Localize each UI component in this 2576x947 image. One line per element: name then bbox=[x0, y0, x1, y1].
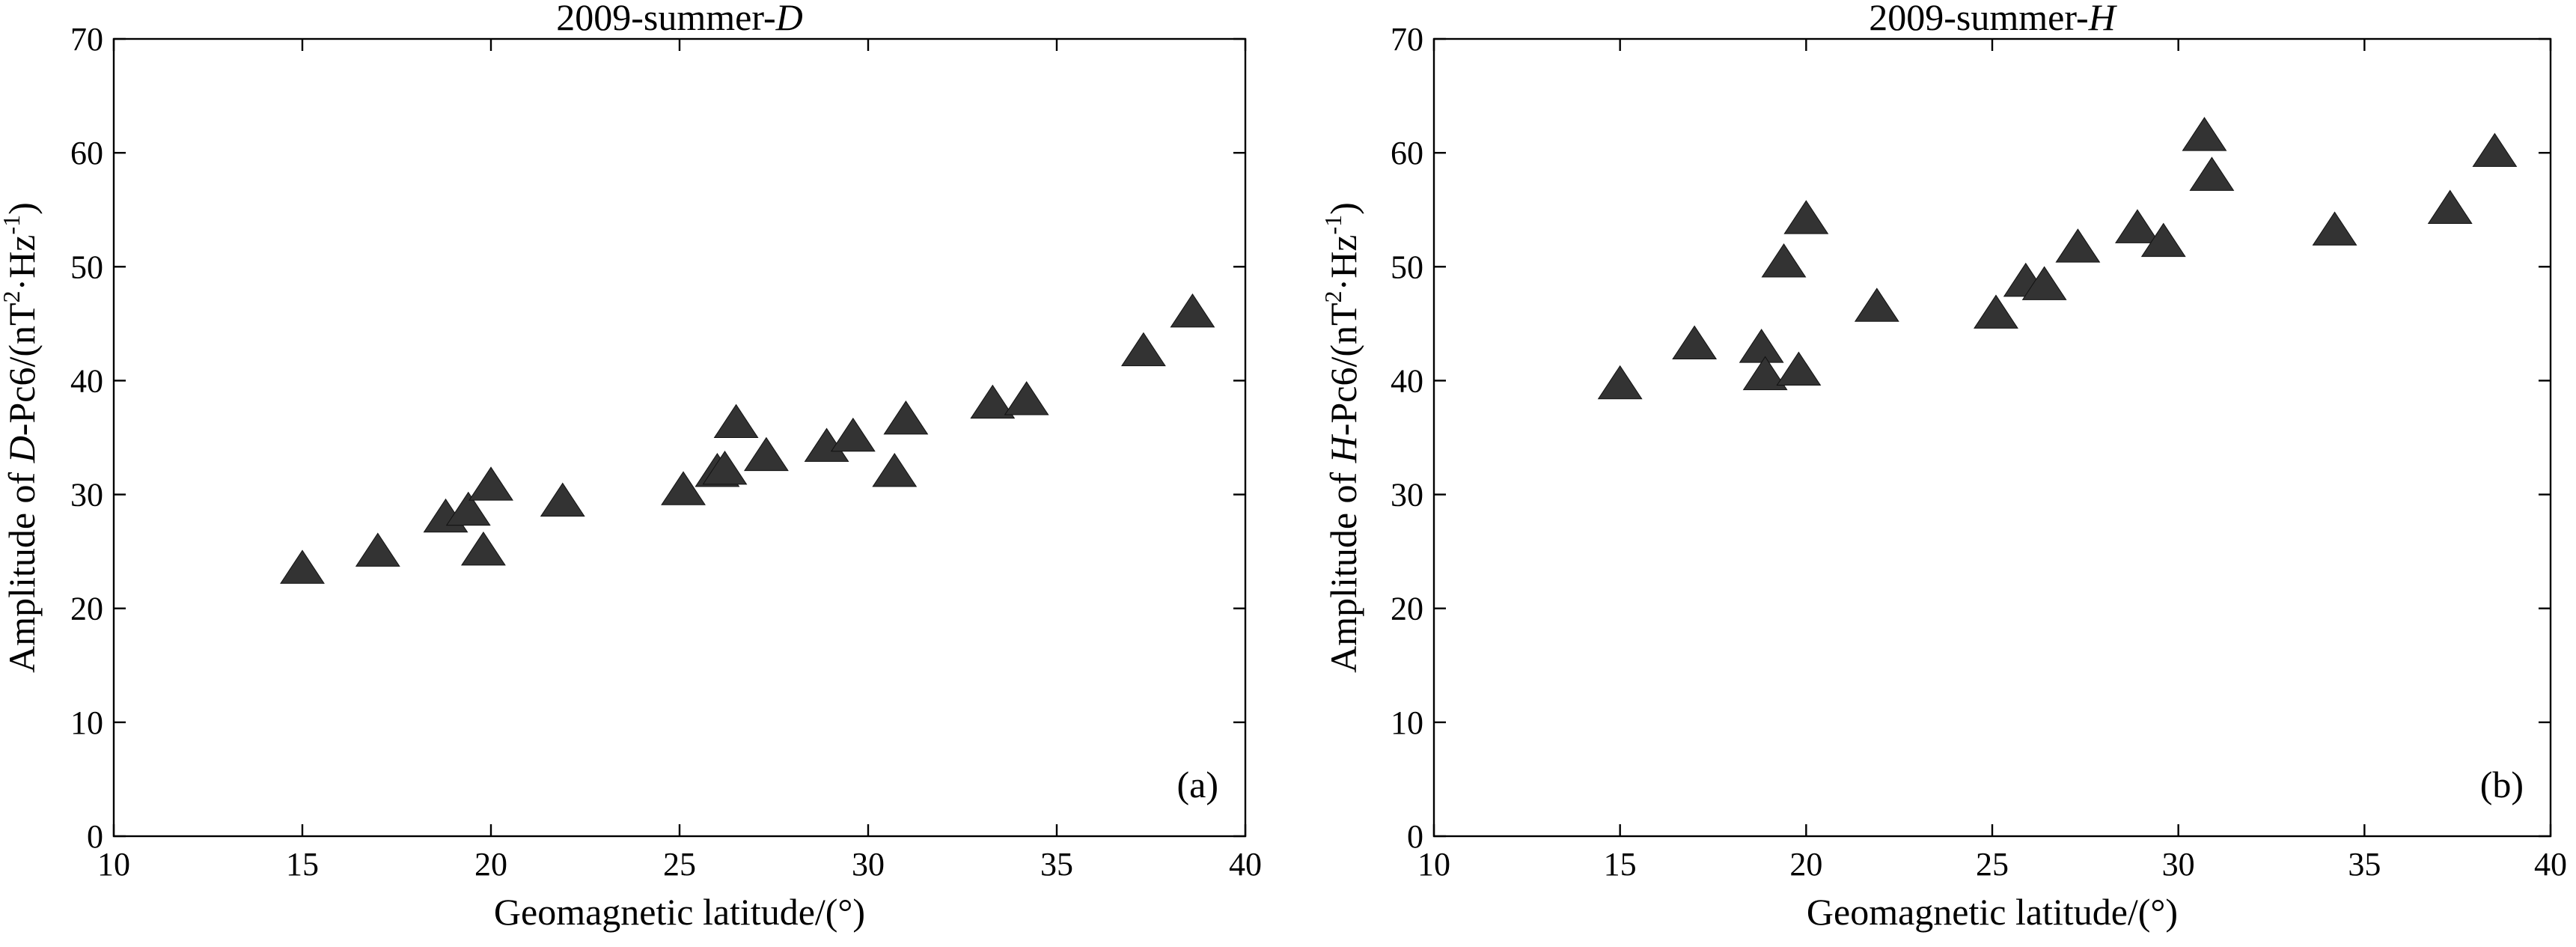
x-tick-label: 30 bbox=[2162, 846, 2195, 883]
data-point-triangle bbox=[1776, 351, 1822, 386]
x-tick-label: 25 bbox=[663, 846, 696, 883]
y-axis-label: Amplitude of D-Pc6/(nT2·Hz-1) bbox=[0, 202, 43, 673]
data-point-triangle bbox=[460, 531, 506, 566]
data-point-triangle bbox=[872, 452, 918, 487]
x-tick-label: 35 bbox=[2348, 846, 2381, 883]
x-axis-label: Geomagnetic latitude/(°) bbox=[494, 891, 865, 933]
y-tick-label: 20 bbox=[1391, 591, 1423, 627]
data-point-triangle bbox=[1672, 325, 1718, 360]
data-point-triangle bbox=[830, 417, 876, 452]
data-point-triangle bbox=[1170, 293, 1215, 328]
data-point-triangle bbox=[713, 404, 759, 438]
data-point-triangle bbox=[1974, 294, 2018, 329]
x-tick-label: 15 bbox=[1604, 846, 1637, 883]
y-tick-label: 50 bbox=[1391, 249, 1423, 285]
data-point-triangle bbox=[280, 549, 325, 584]
chart-panel-a: 2009-summer-D10 15 20 25 30 35 400102030405060… bbox=[0, 0, 1262, 933]
y-tick-label: 0 bbox=[87, 818, 103, 855]
y-tick-label: 10 bbox=[70, 704, 103, 741]
data-point-triangle bbox=[1742, 356, 1788, 391]
y-tick-label: 40 bbox=[1391, 362, 1423, 399]
chart-title: 2009-summer-H bbox=[1869, 0, 2117, 38]
x-axis-label: Geomagnetic latitude/(°) bbox=[1807, 891, 2178, 933]
chart-title-prefix: 2009-summer- bbox=[556, 0, 775, 38]
data-point-triangle bbox=[661, 471, 706, 505]
data-point-triangle bbox=[540, 482, 585, 517]
chart-title-component: H bbox=[2088, 0, 2118, 38]
x-tick-label: 25 bbox=[1976, 846, 2009, 883]
data-point-triangle bbox=[2115, 209, 2160, 243]
y-tick-label: 70 bbox=[1391, 21, 1423, 58]
data-point-triangle bbox=[1761, 243, 1807, 278]
data-point-triangle bbox=[970, 384, 1016, 419]
data-point-triangle bbox=[702, 450, 748, 485]
x-tick-label: 15 bbox=[286, 846, 319, 883]
data-point-triangle bbox=[355, 532, 400, 567]
data-point-triangle bbox=[2312, 211, 2357, 246]
data-point-triangle bbox=[883, 401, 929, 435]
x-tick-label: 35 bbox=[1040, 846, 1073, 883]
data-point-triangle bbox=[2189, 156, 2235, 191]
data-point-triangle bbox=[1004, 381, 1049, 415]
data-point-triangle bbox=[1783, 200, 1829, 234]
data-point-triangle bbox=[1597, 365, 1643, 400]
y-tick-label: 30 bbox=[70, 477, 103, 514]
plot-area-frame bbox=[112, 37, 1247, 838]
chart-title: 2009-summer-D bbox=[556, 0, 803, 38]
x-tick-label: 10 bbox=[97, 846, 130, 883]
plot-area-frame bbox=[1432, 37, 2552, 838]
y-axis-label: Amplitude of H-Pc6/(nT2·Hz-1) bbox=[1319, 202, 1364, 673]
chart-panel-b: 2009-summer-H10 15 20 25 30 35 400102030405060… bbox=[1319, 0, 2567, 933]
data-point-triangle bbox=[2021, 266, 2067, 300]
panel-label: (a) bbox=[1177, 764, 1219, 806]
data-point-triangle bbox=[2182, 117, 2227, 151]
x-tick-label: 30 bbox=[852, 846, 885, 883]
chart-title-prefix: 2009-summer- bbox=[1869, 0, 2088, 38]
panel-label: (b) bbox=[2480, 764, 2524, 806]
y-tick-label: 60 bbox=[70, 135, 103, 171]
y-tick-label: 50 bbox=[70, 249, 103, 285]
x-tick-label: 10 bbox=[1417, 846, 1450, 883]
x-tick-label: 20 bbox=[474, 846, 507, 883]
y-tick-label: 20 bbox=[70, 591, 103, 627]
x-tick-label: 40 bbox=[1229, 846, 1262, 883]
y-tick-label: 10 bbox=[1391, 704, 1423, 741]
y-tick-label: 60 bbox=[1391, 135, 1423, 171]
data-point-triangle bbox=[468, 466, 513, 501]
x-tick-label: 20 bbox=[1789, 846, 1822, 883]
data-point-triangle bbox=[1739, 329, 1784, 363]
data-point-triangle bbox=[1854, 287, 1899, 322]
y-tick-label: 30 bbox=[1391, 477, 1423, 514]
data-point-triangle bbox=[743, 436, 789, 472]
y-tick-label: 0 bbox=[1407, 818, 1423, 855]
chart-title-component: D bbox=[775, 0, 803, 38]
data-point-triangle bbox=[1120, 332, 1166, 367]
data-point-triangle bbox=[2472, 133, 2518, 167]
x-tick-label: 40 bbox=[2534, 846, 2567, 883]
data-point-triangle bbox=[2055, 228, 2101, 263]
data-point-triangle bbox=[445, 491, 491, 526]
data-point-triangle bbox=[2427, 189, 2473, 224]
y-tick-label: 40 bbox=[70, 362, 103, 399]
y-tick-label: 70 bbox=[70, 21, 103, 58]
data-point-triangle bbox=[2140, 222, 2186, 258]
